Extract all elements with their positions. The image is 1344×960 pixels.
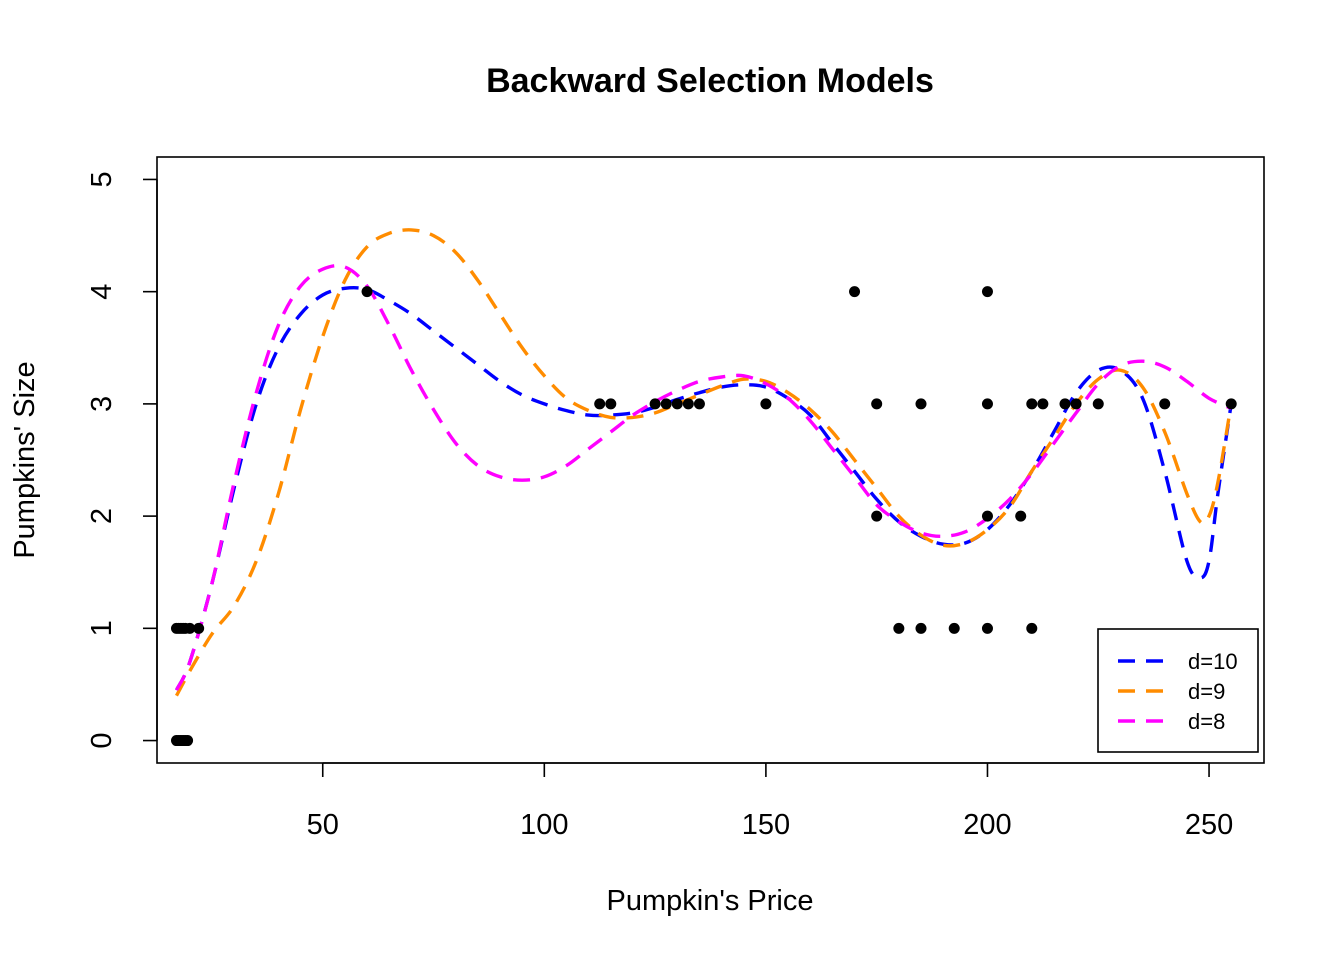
x-axis-label: Pumpkin's Price [607, 885, 814, 917]
x-tick-label: 100 [520, 809, 568, 841]
legend: d=10 d=9 d=8 [1097, 628, 1259, 753]
data-point [981, 398, 993, 410]
legend-label: d=9 [1188, 679, 1225, 704]
series-layer [174, 228, 1233, 697]
y-tick-label: 1 [86, 620, 118, 636]
data-point [1015, 510, 1027, 522]
data-point [948, 622, 960, 634]
x-tick-label: 250 [1185, 809, 1233, 841]
y-axis-label: Pumpkins' Size [9, 361, 41, 558]
x-axis: 50 100 150 200 250 [307, 762, 1233, 841]
data-point [660, 398, 672, 410]
data-point [193, 622, 205, 634]
data-point [182, 735, 194, 747]
data-point [849, 286, 861, 298]
legend-label: d=8 [1188, 709, 1225, 734]
data-point [693, 398, 705, 410]
chart-title: Backward Selection Models [486, 62, 934, 100]
data-point [981, 622, 993, 634]
y-axis: 0 1 2 3 4 5 [86, 171, 158, 749]
data-point [649, 398, 661, 410]
data-point [871, 510, 883, 522]
data-point [915, 622, 927, 634]
y-tick-label: 5 [86, 171, 118, 187]
data-point [361, 286, 373, 298]
data-point [605, 398, 617, 410]
y-tick-label: 4 [86, 284, 118, 300]
series-line-d-8 [174, 263, 1232, 691]
legend-label: d=10 [1188, 649, 1238, 674]
x-tick-label: 200 [963, 809, 1011, 841]
data-point [893, 622, 905, 634]
data-point [760, 398, 772, 410]
series-line-d-9 [175, 228, 1233, 697]
series-line-d-10 [174, 286, 1233, 691]
data-point [671, 398, 683, 410]
data-point [1059, 398, 1071, 410]
data-point [1026, 622, 1038, 634]
data-point [871, 398, 883, 410]
data-point [682, 398, 694, 410]
data-point [1092, 398, 1104, 410]
x-tick-label: 150 [742, 809, 790, 841]
data-point [1026, 398, 1038, 410]
data-point [184, 622, 196, 634]
y-tick-label: 0 [86, 732, 118, 748]
data-point [981, 286, 993, 298]
y-tick-label: 3 [86, 396, 118, 412]
y-tick-label: 2 [86, 508, 118, 524]
data-point [594, 398, 606, 410]
data-point [1159, 398, 1171, 410]
data-point [1225, 398, 1237, 410]
data-point [981, 510, 993, 522]
data-point [1037, 398, 1049, 410]
x-tick-label: 50 [307, 809, 339, 841]
data-point [1070, 398, 1082, 410]
points-layer [170, 286, 1237, 747]
legend-items: d=10 d=9 d=8 [1118, 649, 1238, 734]
data-point [915, 398, 927, 410]
